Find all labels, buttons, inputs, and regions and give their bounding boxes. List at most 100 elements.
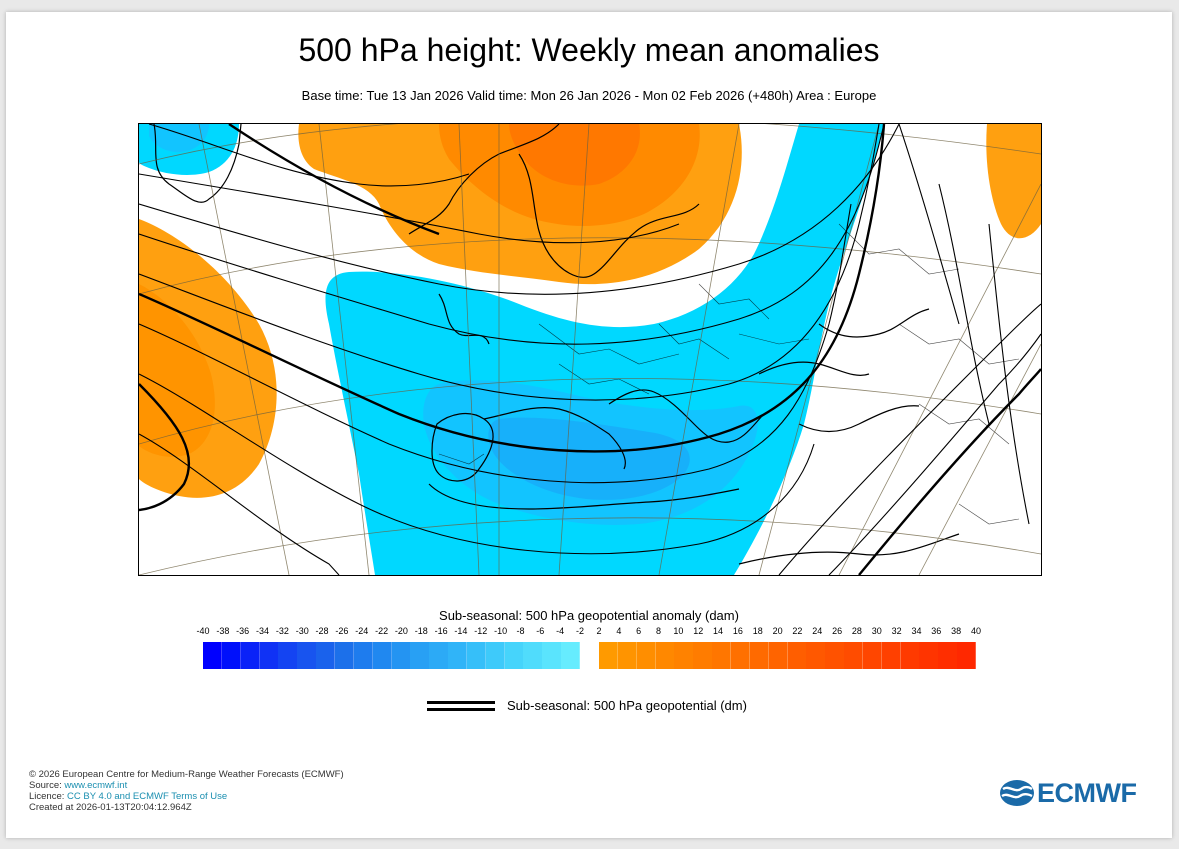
legend-tick-label: 2 bbox=[596, 626, 602, 636]
legend-swatch bbox=[749, 642, 770, 669]
legend-swatch bbox=[316, 642, 336, 669]
legend-tick-label: 24 bbox=[812, 626, 823, 636]
legend-swatch bbox=[391, 642, 411, 669]
legend-swatch bbox=[881, 642, 902, 669]
contour-legend-line bbox=[427, 701, 495, 704]
ecmwf-logo[interactable]: ECMWF bbox=[999, 778, 1159, 808]
footer: © 2026 European Centre for Medium-Range … bbox=[29, 769, 344, 813]
legend-title: Sub-seasonal: 500 hPa geopotential anoma… bbox=[439, 608, 739, 623]
legend-ticks: -40 -38 -36 -34 -32 -30 -28 -26 -24 -22 -20 -18 -16-… bbox=[6, 626, 1172, 638]
legend-swatch bbox=[372, 642, 392, 669]
legend-tick-label: 38 bbox=[951, 626, 962, 636]
legend-swatch bbox=[485, 642, 506, 669]
legend-tick-label: 18 bbox=[752, 626, 763, 636]
legend-tick-label: -14 bbox=[454, 626, 468, 636]
legend-tick-label: 8 bbox=[656, 626, 662, 636]
geopotential-contours bbox=[139, 124, 1041, 575]
legend-swatch bbox=[674, 642, 694, 669]
legend-tick-label: -38 bbox=[216, 626, 230, 636]
legend-swatch bbox=[523, 642, 543, 669]
legend-tick-label: 30 bbox=[871, 626, 882, 636]
legend-swatch bbox=[806, 642, 826, 669]
legend-swatch bbox=[938, 642, 958, 669]
legend-tick-label: 28 bbox=[851, 626, 862, 636]
legend-tick-label: -10 bbox=[494, 626, 508, 636]
legend-tick-label: 32 bbox=[891, 626, 902, 636]
legend-swatch bbox=[693, 642, 713, 669]
legend-tick-label: 10 bbox=[673, 626, 684, 636]
legend-swatch bbox=[655, 642, 675, 669]
legend-swatch bbox=[599, 642, 619, 669]
legend-tick-label: 4 bbox=[616, 626, 622, 636]
legend-swatch bbox=[334, 642, 355, 669]
source-link[interactable]: www.ecmwf.int bbox=[64, 780, 128, 791]
legend-tick-label: -22 bbox=[375, 626, 389, 636]
legend-swatch bbox=[429, 642, 449, 669]
legend-tick-label: -16 bbox=[434, 626, 448, 636]
legend-swatch bbox=[844, 642, 864, 669]
legend-tick-label: -20 bbox=[394, 626, 408, 636]
legend-swatch bbox=[448, 642, 468, 669]
legend-tick-label: 40 bbox=[970, 626, 982, 636]
legend-swatch bbox=[278, 642, 298, 669]
legend-swatch bbox=[617, 642, 638, 669]
legend-swatch bbox=[353, 642, 374, 669]
legend-tick-label: -2 bbox=[575, 626, 585, 636]
positive-anomaly-west-core bbox=[139, 284, 215, 457]
ecmwf-logo-text: ECMWF bbox=[1037, 778, 1137, 808]
footer-created: Created at 2026-01-13T20:04:12.964Z bbox=[29, 802, 192, 813]
legend-swatch bbox=[240, 642, 261, 669]
geopotential-contours-bold bbox=[139, 124, 1041, 575]
footer-copyright: © 2026 European Centre for Medium-Range … bbox=[29, 769, 344, 780]
legend-tick-label: -40 bbox=[196, 626, 210, 636]
legend-tick-label: -12 bbox=[474, 626, 488, 636]
graticule bbox=[139, 124, 1041, 575]
legend-swatch bbox=[410, 642, 430, 669]
legend-tick-label: -30 bbox=[295, 626, 309, 636]
legend-swatch bbox=[221, 642, 242, 669]
legend-tick-label: 14 bbox=[713, 626, 724, 636]
legend-tick-label: -36 bbox=[236, 626, 250, 636]
anomaly-map-svg bbox=[139, 124, 1041, 575]
legend-bar-positive bbox=[599, 642, 977, 669]
footer-source: Source: www.ecmwf.int bbox=[29, 780, 128, 791]
legend-tick-label: -6 bbox=[536, 626, 545, 636]
legend-swatch bbox=[542, 642, 562, 669]
ecmwf-logo-icon bbox=[1000, 780, 1034, 806]
contour-legend-label: Sub-seasonal: 500 hPa geopotential (dm) bbox=[507, 698, 747, 713]
legend-tick-label: 22 bbox=[792, 626, 803, 636]
licence-link[interactable]: CC BY 4.0 and ECMWF Terms of Use bbox=[67, 791, 228, 802]
legend-swatch bbox=[768, 642, 788, 669]
legend-bar-negative bbox=[203, 642, 581, 669]
legend-swatch bbox=[203, 642, 223, 669]
legend-swatch bbox=[825, 642, 845, 669]
legend-swatch bbox=[504, 642, 524, 669]
footer-licence: Licence: CC BY 4.0 and ECMWF Terms of Us… bbox=[29, 791, 228, 802]
legend-tick-label: 16 bbox=[732, 626, 743, 636]
legend-tick-label: -24 bbox=[355, 626, 369, 636]
page-title: 500 hPa height: Weekly mean anomalies bbox=[298, 32, 880, 68]
negative-anomaly-greenland-core bbox=[149, 124, 209, 153]
legend-swatch bbox=[730, 642, 751, 669]
legend-tick-label: -32 bbox=[275, 626, 289, 636]
legend-tick-label: -18 bbox=[414, 626, 428, 636]
negative-anomaly-europe-core bbox=[488, 417, 690, 500]
legend-tick-label: -28 bbox=[315, 626, 329, 636]
legend-tick-label: 26 bbox=[832, 626, 843, 636]
legend-swatch bbox=[919, 642, 939, 669]
legend-tick-label: -8 bbox=[516, 626, 525, 636]
legend-swatch bbox=[712, 642, 732, 669]
legend-tick-label: 20 bbox=[772, 626, 783, 636]
positive-anomaly-north-inner bbox=[509, 124, 640, 186]
legend-swatch bbox=[862, 642, 883, 669]
legend-swatch bbox=[259, 642, 279, 669]
legend-tick-label: 36 bbox=[931, 626, 942, 636]
contour-legend-line bbox=[427, 708, 495, 711]
legend-tick-label: -4 bbox=[556, 626, 565, 636]
chart-page: 500 hPa height: Weekly mean anomalies Ba… bbox=[6, 12, 1172, 838]
anomaly-map bbox=[138, 123, 1042, 576]
legend-swatch bbox=[561, 642, 581, 669]
legend-swatch bbox=[466, 642, 487, 669]
legend-swatch bbox=[957, 642, 977, 669]
legend-swatch bbox=[787, 642, 807, 669]
